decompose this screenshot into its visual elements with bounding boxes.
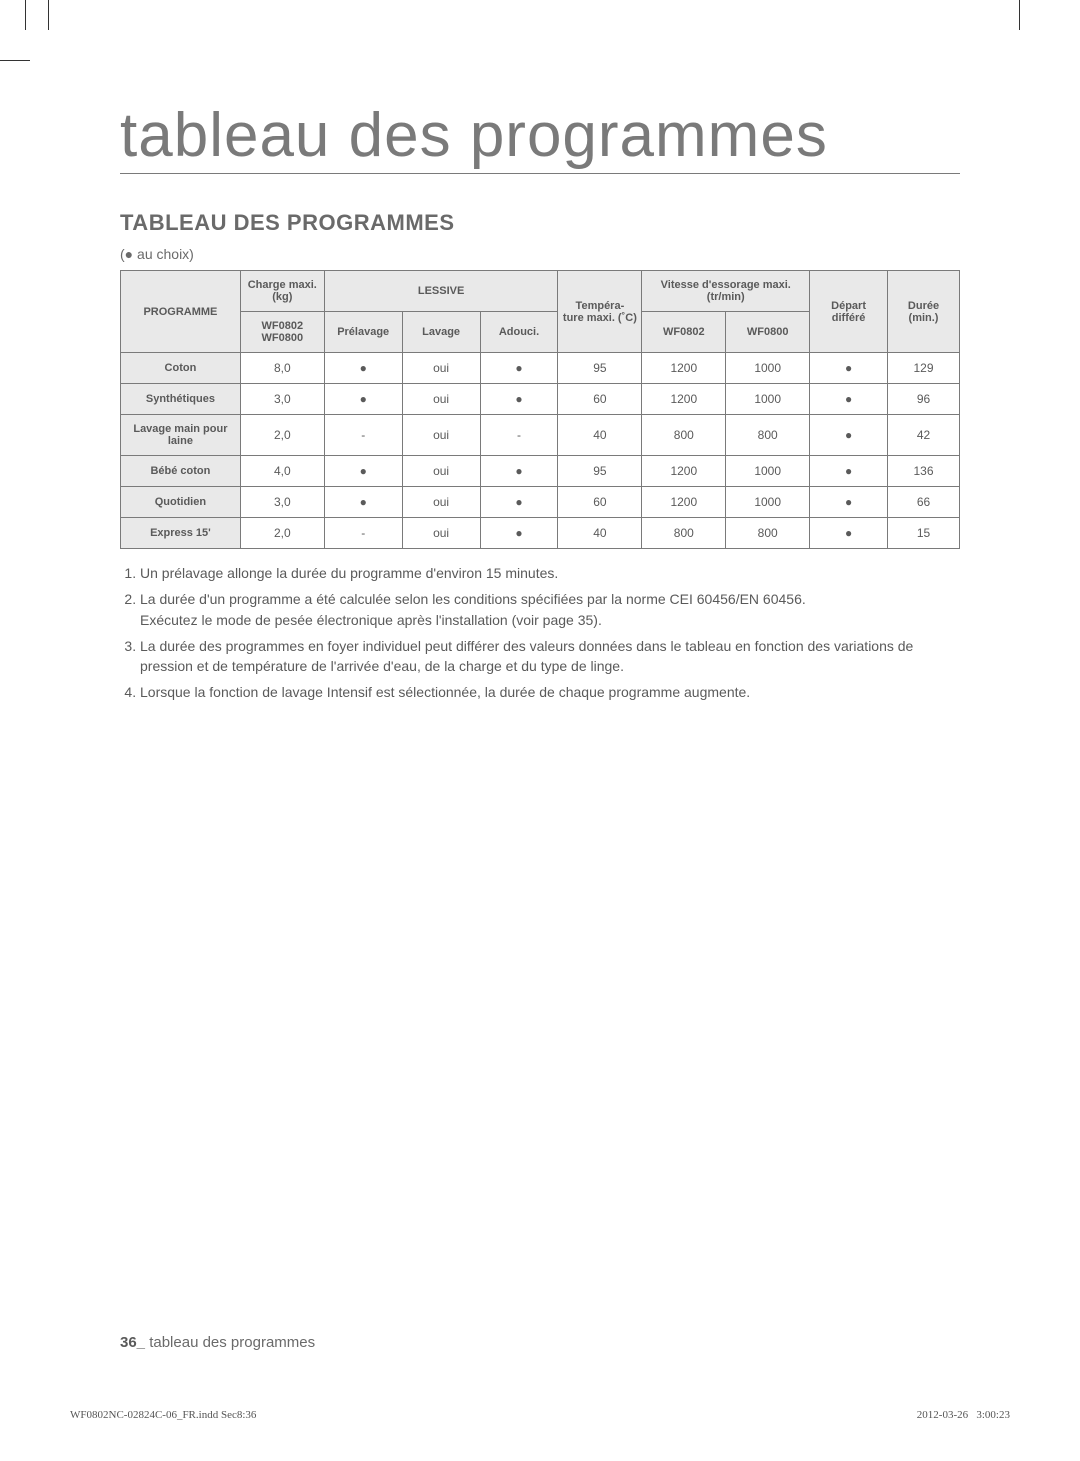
th-vitesse: Vitesse d'essorage maxi. (tr/min) (642, 271, 810, 312)
cell-temp: 95 (558, 353, 642, 384)
cell-programme: Bébé coton (121, 456, 241, 487)
note-2: La durée d'un programme a été calculée s… (140, 589, 960, 630)
th-prelavage: Prélavage (324, 312, 402, 353)
th-duree: Durée (min.) (888, 271, 960, 353)
cell-v1: 1200 (642, 353, 726, 384)
cell-adouci: ● (480, 456, 558, 487)
page-number: 36_ (120, 1334, 145, 1351)
cell-programme: Coton (121, 353, 241, 384)
cell-depart: ● (810, 384, 888, 415)
table-row: Lavage main pour laine2,0-oui-40800800●4… (121, 415, 960, 456)
th-charge: Charge maxi. (kg) (240, 271, 324, 312)
cell-temp: 40 (558, 518, 642, 549)
th-vmodel2: WF0800 (726, 312, 810, 353)
legend: (● au choix) (120, 246, 960, 262)
cell-adouci: - (480, 415, 558, 456)
cell-v2: 1000 (726, 487, 810, 518)
footer-text: tableau des programmes (145, 1334, 315, 1351)
cell-depart: ● (810, 518, 888, 549)
table-row: Bébé coton4,0●oui●9512001000●136 (121, 456, 960, 487)
cell-v2: 1000 (726, 384, 810, 415)
section-heading: TABLEAU DES PROGRAMMES (120, 210, 960, 236)
cell-lavage: oui (402, 384, 480, 415)
cell-v2: 1000 (726, 456, 810, 487)
cell-depart: ● (810, 487, 888, 518)
cell-temp: 60 (558, 487, 642, 518)
cell-prelavage: ● (324, 456, 402, 487)
th-programme: PROGRAMME (121, 271, 241, 353)
cell-prelavage: - (324, 415, 402, 456)
legend-dot-icon: ● (125, 246, 133, 262)
note-4: Lorsque la fonction de lavage Intensif e… (140, 682, 960, 702)
cell-lavage: oui (402, 415, 480, 456)
legend-text: au choix) (133, 246, 194, 262)
page-content: tableau des programmes TABLEAU DES PROGR… (120, 100, 960, 709)
cell-adouci: ● (480, 384, 558, 415)
th-charge-models: WF0802 WF0800 (240, 312, 324, 353)
cell-lavage: oui (402, 518, 480, 549)
cell-programme: Synthétiques (121, 384, 241, 415)
th-adouci: Adouci. (480, 312, 558, 353)
table-row: Express 15'2,0-oui●40800800●15 (121, 518, 960, 549)
cell-duree: 96 (888, 384, 960, 415)
cell-temp: 60 (558, 384, 642, 415)
cell-v1: 800 (642, 518, 726, 549)
cell-duree: 15 (888, 518, 960, 549)
cell-v1: 1200 (642, 456, 726, 487)
cell-adouci: ● (480, 518, 558, 549)
cell-temp: 40 (558, 415, 642, 456)
cell-depart: ● (810, 353, 888, 384)
print-metadata: WF0802NC-02824C-06_FR.indd Sec8:36 2012-… (70, 1409, 1010, 1421)
th-depart: Départ différé (810, 271, 888, 353)
table-row: Coton8,0●oui●9512001000●129 (121, 353, 960, 384)
cell-prelavage: ● (324, 384, 402, 415)
th-temp: Tempéra- ture maxi. (˚C) (558, 271, 642, 353)
page-footer: 36_ tableau des programmes (120, 1334, 315, 1351)
cell-lavage: oui (402, 487, 480, 518)
cell-charge: 2,0 (240, 518, 324, 549)
cell-charge: 8,0 (240, 353, 324, 384)
cell-adouci: ● (480, 487, 558, 518)
notes: Un prélavage allonge la durée du program… (120, 563, 960, 703)
cell-duree: 66 (888, 487, 960, 518)
cell-prelavage: - (324, 518, 402, 549)
cell-duree: 136 (888, 456, 960, 487)
cell-depart: ● (810, 415, 888, 456)
cell-charge: 3,0 (240, 487, 324, 518)
cell-prelavage: ● (324, 353, 402, 384)
note-3: La durée des programmes en foyer individ… (140, 636, 960, 677)
cell-v1: 800 (642, 415, 726, 456)
th-vmodel1: WF0802 (642, 312, 726, 353)
cell-duree: 42 (888, 415, 960, 456)
th-lavage: Lavage (402, 312, 480, 353)
programme-table: PROGRAMME Charge maxi. (kg) LESSIVE Temp… (120, 270, 960, 549)
page-title: tableau des programmes (120, 100, 960, 174)
cell-v2: 1000 (726, 353, 810, 384)
cell-charge: 2,0 (240, 415, 324, 456)
cell-lavage: oui (402, 353, 480, 384)
print-date: 2012-03-26 (917, 1409, 968, 1421)
cell-adouci: ● (480, 353, 558, 384)
note-1: Un prélavage allonge la durée du program… (140, 563, 960, 583)
cell-charge: 4,0 (240, 456, 324, 487)
cell-duree: 129 (888, 353, 960, 384)
cell-temp: 95 (558, 456, 642, 487)
cell-depart: ● (810, 456, 888, 487)
table-row: Synthétiques3,0●oui●6012001000●96 (121, 384, 960, 415)
cell-v1: 1200 (642, 384, 726, 415)
cell-programme: Lavage main pour laine (121, 415, 241, 456)
cell-v1: 1200 (642, 487, 726, 518)
cell-programme: Express 15' (121, 518, 241, 549)
cell-programme: Quotidien (121, 487, 241, 518)
print-time: 3:00:23 (976, 1409, 1010, 1421)
cell-v2: 800 (726, 518, 810, 549)
table-row: Quotidien3,0●oui●6012001000●66 (121, 487, 960, 518)
cell-v2: 800 (726, 415, 810, 456)
cell-prelavage: ● (324, 487, 402, 518)
print-file: WF0802NC-02824C-06_FR.indd Sec8:36 (70, 1409, 256, 1421)
cell-lavage: oui (402, 456, 480, 487)
th-lessive: LESSIVE (324, 271, 558, 312)
cell-charge: 3,0 (240, 384, 324, 415)
